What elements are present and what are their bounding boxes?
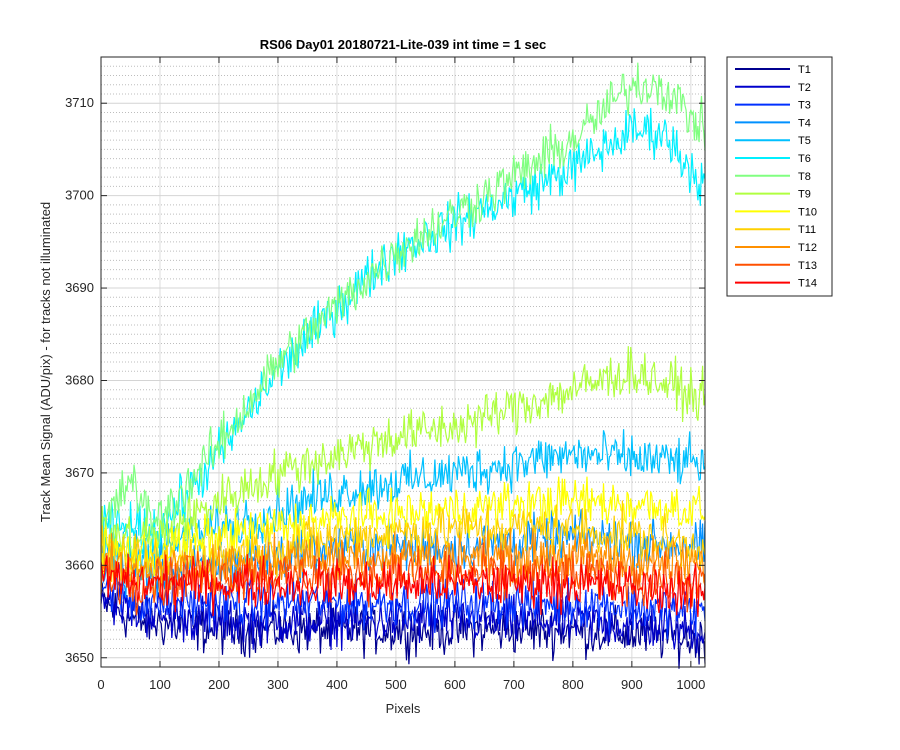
series-line-t5: [100, 429, 706, 581]
x-tick-label: 0: [97, 677, 104, 692]
x-ticks: 0 100 200 300 400 500 600 700 800 900 1000: [97, 57, 705, 692]
series-line-t8: [100, 62, 706, 539]
legend: T1 T2 T3 T4 T5 T6 T8 T9 T10 T11 T12 T13 T14: [726, 56, 833, 297]
x-tick-label: 300: [267, 677, 289, 692]
legend-label-t12: T12: [798, 242, 817, 254]
y-tick-label: 3680: [65, 372, 94, 387]
plot-frame: [100, 56, 706, 668]
x-tick-label: 1000: [676, 677, 705, 692]
y-tick-label: 3700: [65, 188, 94, 203]
series-line-t9: [100, 346, 706, 559]
y-tick-label: 3660: [65, 557, 94, 572]
legend-label-t6: T6: [798, 153, 811, 165]
legend-label-t9: T9: [798, 189, 811, 201]
y-tick-label: 3690: [65, 280, 94, 295]
x-tick-label: 500: [385, 677, 407, 692]
y-tick-label: 3710: [65, 95, 94, 110]
series-line-t3: [100, 571, 706, 640]
series-line-t14: [100, 553, 706, 617]
legend-label-t3: T3: [798, 100, 811, 112]
series-layer: [100, 62, 706, 669]
x-tick-label: 100: [149, 677, 171, 692]
x-tick-label: 400: [326, 677, 348, 692]
chart-title: RS06 Day01 20180721-Lite-039 int time = …: [260, 37, 547, 52]
legend-label-t2: T2: [798, 82, 811, 94]
legend-label-t14: T14: [798, 278, 817, 290]
series-line-t4: [100, 509, 706, 598]
x-tick-label: 900: [621, 677, 643, 692]
x-tick-label: 800: [562, 677, 584, 692]
x-tick-label: 200: [208, 677, 230, 692]
x-tick-label: 600: [444, 677, 466, 692]
legend-label-t8: T8: [798, 171, 811, 183]
legend-label-t13: T13: [798, 260, 817, 272]
legend-label-t4: T4: [798, 117, 811, 129]
y-tick-label: 3670: [65, 465, 94, 480]
legend-label-t10: T10: [798, 206, 817, 218]
legend-label-t5: T5: [798, 135, 811, 147]
y-tick-label: 3650: [65, 650, 94, 665]
legend-label-t1: T1: [798, 64, 811, 76]
y-axis-label: Track Mean Signal (ADU/pix) - for tracks…: [38, 202, 53, 522]
x-axis-label: Pixels: [386, 701, 421, 716]
legend-label-t11: T11: [798, 224, 816, 236]
series-line-t10: [100, 476, 706, 577]
x-tick-label: 700: [503, 677, 525, 692]
y-ticks: 3650 3660 3670 3680 3690 3700 3710: [65, 95, 705, 665]
